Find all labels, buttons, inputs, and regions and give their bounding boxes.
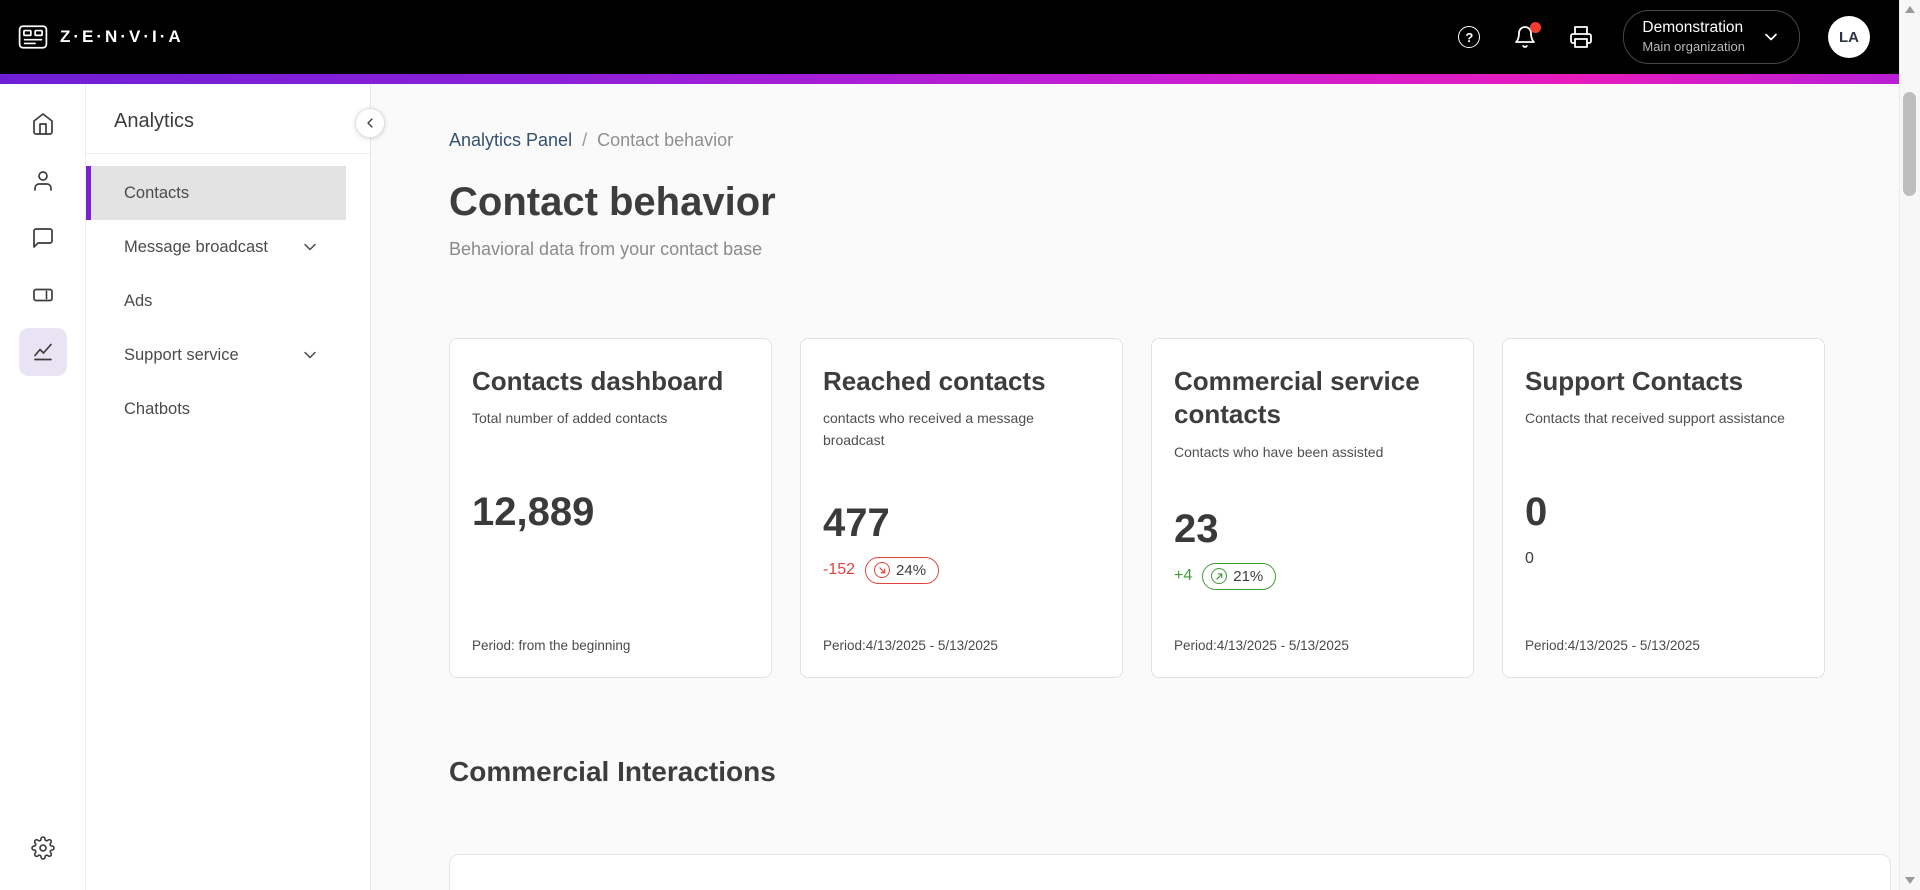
- trend-badge: 24%: [865, 556, 940, 584]
- scrollbar-up-arrow[interactable]: [1905, 6, 1915, 13]
- card-description: Total number of added contacts: [472, 410, 668, 427]
- card-period: Period:4/13/2025 - 5/13/2025: [1525, 637, 1700, 653]
- brand-text: Z·E·N·V·I·A: [60, 27, 184, 46]
- trend-down-icon: [874, 562, 891, 579]
- delta-value: 0: [1525, 550, 1534, 568]
- card-delta-row: +4 21%: [1174, 558, 1451, 594]
- scrollbar-down-arrow[interactable]: [1905, 877, 1915, 884]
- breadcrumb-separator: /: [582, 130, 588, 150]
- card-title: Reached contacts: [823, 366, 1046, 396]
- card-value: 0: [1525, 490, 1548, 535]
- home-icon[interactable]: [19, 100, 67, 148]
- chevron-down-icon: [300, 237, 320, 257]
- card-reached-contacts: Reached contacts contacts who received a…: [800, 338, 1123, 678]
- sidebar-item-label: Ads: [124, 291, 153, 310]
- sidebar-item-support-service[interactable]: Support service: [86, 328, 346, 382]
- breadcrumb-analytics-panel[interactable]: Analytics Panel: [449, 130, 573, 150]
- analytics-sidebar: Analytics Contacts Message broadcast Ads…: [86, 84, 385, 890]
- sidebar-item-label: Support service: [124, 345, 239, 364]
- card-delta-row: [472, 541, 749, 577]
- help-glyph: ?: [1458, 26, 1481, 48]
- zenvia-logo-icon: [18, 24, 48, 50]
- sidebar-title: Analytics: [114, 110, 195, 132]
- organization-switcher[interactable]: Demonstration Main organization: [1623, 10, 1800, 64]
- trend-up-icon: [1211, 568, 1228, 585]
- topbar-actions: ? Demonstration Main organization: [1455, 10, 1870, 64]
- card-value: 477: [823, 501, 890, 546]
- sidebar-item-ads[interactable]: Ads: [86, 274, 346, 328]
- sidebar-item-chatbots[interactable]: Chatbots: [86, 382, 346, 436]
- organization-subtitle: Main organization: [1642, 38, 1745, 54]
- card-title: Commercial service contacts: [1174, 366, 1420, 430]
- printer-icon[interactable]: [1567, 23, 1595, 51]
- scrollbar-thumb[interactable]: [1903, 92, 1916, 196]
- breadcrumb-current: Contact behavior: [597, 130, 734, 150]
- brand-gradient-bar: [0, 74, 1920, 84]
- sidebar-item-label: Contacts: [124, 183, 190, 202]
- help-icon[interactable]: ?: [1455, 23, 1483, 51]
- card-contacts-dashboard: Contacts dashboard Total number of added…: [449, 338, 772, 678]
- sidebar-item-contacts[interactable]: Contacts: [86, 166, 346, 220]
- sidebar-collapse-button[interactable]: [355, 108, 385, 138]
- card-description: contacts who received a message broadcas…: [823, 410, 1034, 448]
- card-support-contacts: Support Contacts Contacts that received …: [1502, 338, 1825, 678]
- contacts-icon[interactable]: [19, 157, 67, 205]
- card-delta-row: 0: [1525, 541, 1802, 577]
- zenvia-logo[interactable]: Z·E·N·V·I·A: [18, 24, 184, 50]
- delta-value: -152: [823, 561, 856, 579]
- bell-icon[interactable]: [1511, 22, 1542, 51]
- user-avatar[interactable]: LA: [1828, 16, 1870, 58]
- commercial-interactions-panel: [449, 854, 1891, 890]
- organization-name: Demonstration: [1642, 19, 1744, 37]
- main-content: Analytics Panel / Contact behavior Conta…: [371, 84, 1920, 890]
- settings-icon[interactable]: [19, 824, 67, 872]
- card-title: Support Contacts: [1525, 366, 1744, 396]
- trend-badge: 21%: [1202, 562, 1277, 590]
- card-commercial-service-contacts: Commercial service contacts Contacts who…: [1151, 338, 1474, 678]
- chevron-down-icon: [300, 345, 320, 365]
- notification-dot: [1530, 22, 1542, 33]
- page-title: Contact behavior: [449, 180, 776, 224]
- badge-percent: 21%: [1233, 567, 1264, 585]
- sidebar-item-label: Chatbots: [124, 399, 191, 418]
- chevron-down-icon: [1761, 27, 1781, 47]
- badge-percent: 24%: [896, 561, 927, 579]
- page-subtitle: Behavioral data from your contact base: [449, 239, 763, 259]
- card-period: Period:4/13/2025 - 5/13/2025: [823, 637, 998, 653]
- card-period: Period: from the beginning: [472, 637, 631, 653]
- card-delta-row: -152 24%: [823, 552, 1100, 588]
- card-value: 23: [1174, 507, 1219, 552]
- sidebar-divider: [86, 153, 370, 154]
- card-period: Period:4/13/2025 - 5/13/2025: [1174, 638, 1349, 653]
- conversations-icon[interactable]: [19, 214, 67, 262]
- sidebar-item-label: Message broadcast: [124, 237, 268, 256]
- section-title-commercial-interactions: Commercial Interactions: [449, 756, 776, 787]
- sidebar-menu: Contacts Message broadcast Ads Support s…: [86, 154, 370, 436]
- card-description: Contacts who have been assisted: [1174, 443, 1384, 460]
- card-description: Contacts that received support assistanc…: [1525, 410, 1785, 427]
- organization-texts: Demonstration Main organization: [1642, 18, 1745, 55]
- breadcrumb: Analytics Panel / Contact behavior: [449, 130, 1920, 151]
- icon-rail: [0, 84, 86, 890]
- sidebar-item-message-broadcast[interactable]: Message broadcast: [86, 220, 346, 274]
- page-scrollbar[interactable]: [1899, 0, 1920, 890]
- app-body: Analytics Contacts Message broadcast Ads…: [0, 84, 1920, 890]
- card-value: 12,889: [472, 490, 595, 535]
- kpi-cards-row: Contacts dashboard Total number of added…: [449, 338, 1920, 678]
- delta-value: +4: [1174, 567, 1193, 585]
- ticket-icon[interactable]: [19, 271, 67, 319]
- card-title: Contacts dashboard: [472, 366, 724, 396]
- analytics-icon[interactable]: [18, 328, 67, 376]
- topbar: Z·E·N·V·I·A ? Demonstration Main organiz…: [0, 0, 1920, 74]
